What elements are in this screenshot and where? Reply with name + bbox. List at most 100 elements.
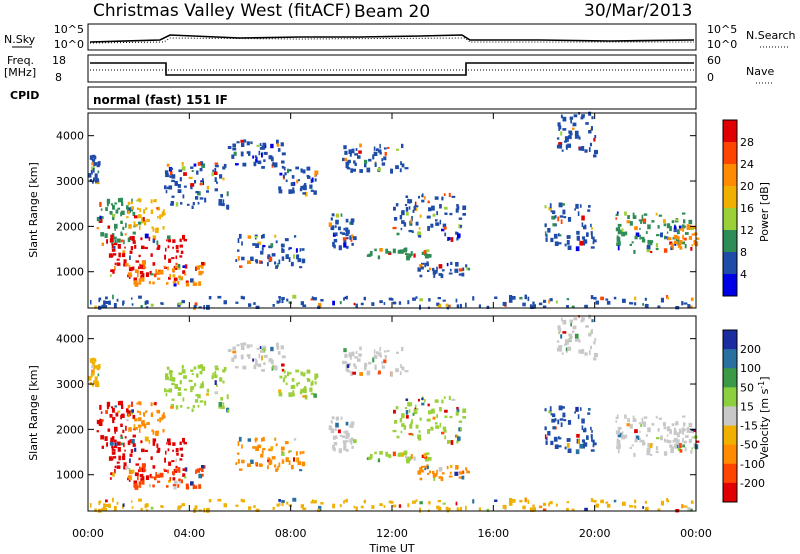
velocity-cell <box>137 475 139 481</box>
velocity-cell <box>351 351 355 357</box>
velocity-cell <box>139 473 144 478</box>
y-tick-label: 2000 <box>56 423 84 436</box>
velocity-cell <box>400 430 403 434</box>
velocity-cell <box>127 404 131 409</box>
power-cell <box>144 301 149 305</box>
velocity-cell <box>606 503 611 508</box>
velocity-cell <box>105 507 108 512</box>
x-tick-label: 12:00 <box>376 527 408 540</box>
power-cell <box>439 219 442 225</box>
power-cell <box>114 239 117 244</box>
y-tick-label: 4000 <box>56 333 84 346</box>
velocity-cell <box>591 319 594 323</box>
velocity-cell <box>126 419 129 422</box>
velocity-cell <box>395 406 399 410</box>
velocity-cell <box>566 501 570 504</box>
power-cell <box>428 207 432 212</box>
power-cell <box>635 232 640 237</box>
power-cell <box>408 206 411 210</box>
power-cell <box>663 248 668 253</box>
power-cell <box>171 268 176 272</box>
power-cell <box>349 235 351 240</box>
power-cell <box>180 250 184 254</box>
velocity-cell <box>346 370 351 373</box>
power-cell <box>184 273 187 276</box>
velocity-cell <box>669 429 672 435</box>
velocity-cell <box>99 404 102 410</box>
velocity-cell <box>578 349 583 354</box>
velocity-cell <box>407 503 410 508</box>
power-cell <box>297 179 300 182</box>
power-cell <box>373 151 378 156</box>
power-cell <box>509 295 513 300</box>
velocity-cell <box>193 366 197 370</box>
velocity-cell <box>150 456 153 460</box>
colorbar-tick-label: 12 <box>740 224 754 237</box>
velocity-cell <box>88 376 92 381</box>
velocity-cell <box>182 397 185 402</box>
power-cell <box>682 225 686 228</box>
power-cell <box>198 270 203 276</box>
velocity-cell <box>90 503 92 508</box>
power-cell <box>96 178 99 181</box>
power-cell <box>195 196 199 200</box>
power-cell <box>545 233 548 237</box>
power-cell <box>417 267 421 272</box>
power-cell <box>114 228 116 231</box>
power-cell <box>116 298 119 302</box>
power-cell <box>314 178 317 182</box>
power-cell <box>112 294 114 300</box>
velocity-cell <box>667 440 672 444</box>
power-cell <box>344 157 348 162</box>
velocity-cell <box>334 428 337 431</box>
colorbar-tick-label: 50 <box>740 381 754 394</box>
velocity-cell <box>190 386 195 390</box>
nave-label: Nave <box>746 65 774 78</box>
velocity-cell <box>306 377 310 381</box>
power-cell <box>129 236 132 240</box>
power-cell <box>450 237 454 242</box>
freq-panel-frame <box>87 54 697 83</box>
velocity-cell <box>255 446 259 451</box>
velocity-cell <box>139 467 142 472</box>
power-cell <box>590 246 595 249</box>
power-cell <box>90 300 92 305</box>
power-cell <box>169 170 173 175</box>
velocity-cell <box>427 429 430 434</box>
velocity-cell <box>253 505 256 508</box>
power-cell <box>385 248 389 254</box>
velocity-cell <box>176 452 179 456</box>
velocity-cell <box>512 499 516 503</box>
velocity-cell <box>190 369 194 372</box>
velocity-cell <box>133 480 138 485</box>
velocity-cell <box>114 405 118 408</box>
power-cell <box>257 241 262 246</box>
power-cell <box>267 262 269 267</box>
power-cell <box>288 301 292 304</box>
power-cell <box>552 210 556 215</box>
power-cell <box>134 280 138 284</box>
power-cell <box>377 255 381 260</box>
power-cell <box>100 208 103 211</box>
velocity-cell <box>134 427 138 430</box>
velocity-cell <box>148 484 151 488</box>
power-cell <box>432 270 436 275</box>
power-cell <box>688 225 691 230</box>
power-cell <box>181 166 186 171</box>
velocity-cell <box>114 426 118 432</box>
velocity-cell <box>411 433 414 436</box>
velocity-heatmap-data <box>88 314 700 513</box>
velocity-cell <box>109 477 112 480</box>
velocity-cell <box>374 451 377 455</box>
velocity-cell <box>151 429 154 432</box>
velocity-cell <box>552 413 556 418</box>
power-cell <box>276 139 279 144</box>
velocity-cell <box>259 346 262 349</box>
power-cell <box>171 174 176 179</box>
velocity-cell <box>418 438 422 441</box>
velocity-cell <box>263 354 268 358</box>
velocity-cell <box>581 439 586 443</box>
power-cell <box>381 162 386 166</box>
velocity-cell <box>330 428 335 434</box>
power-cell <box>428 254 432 258</box>
